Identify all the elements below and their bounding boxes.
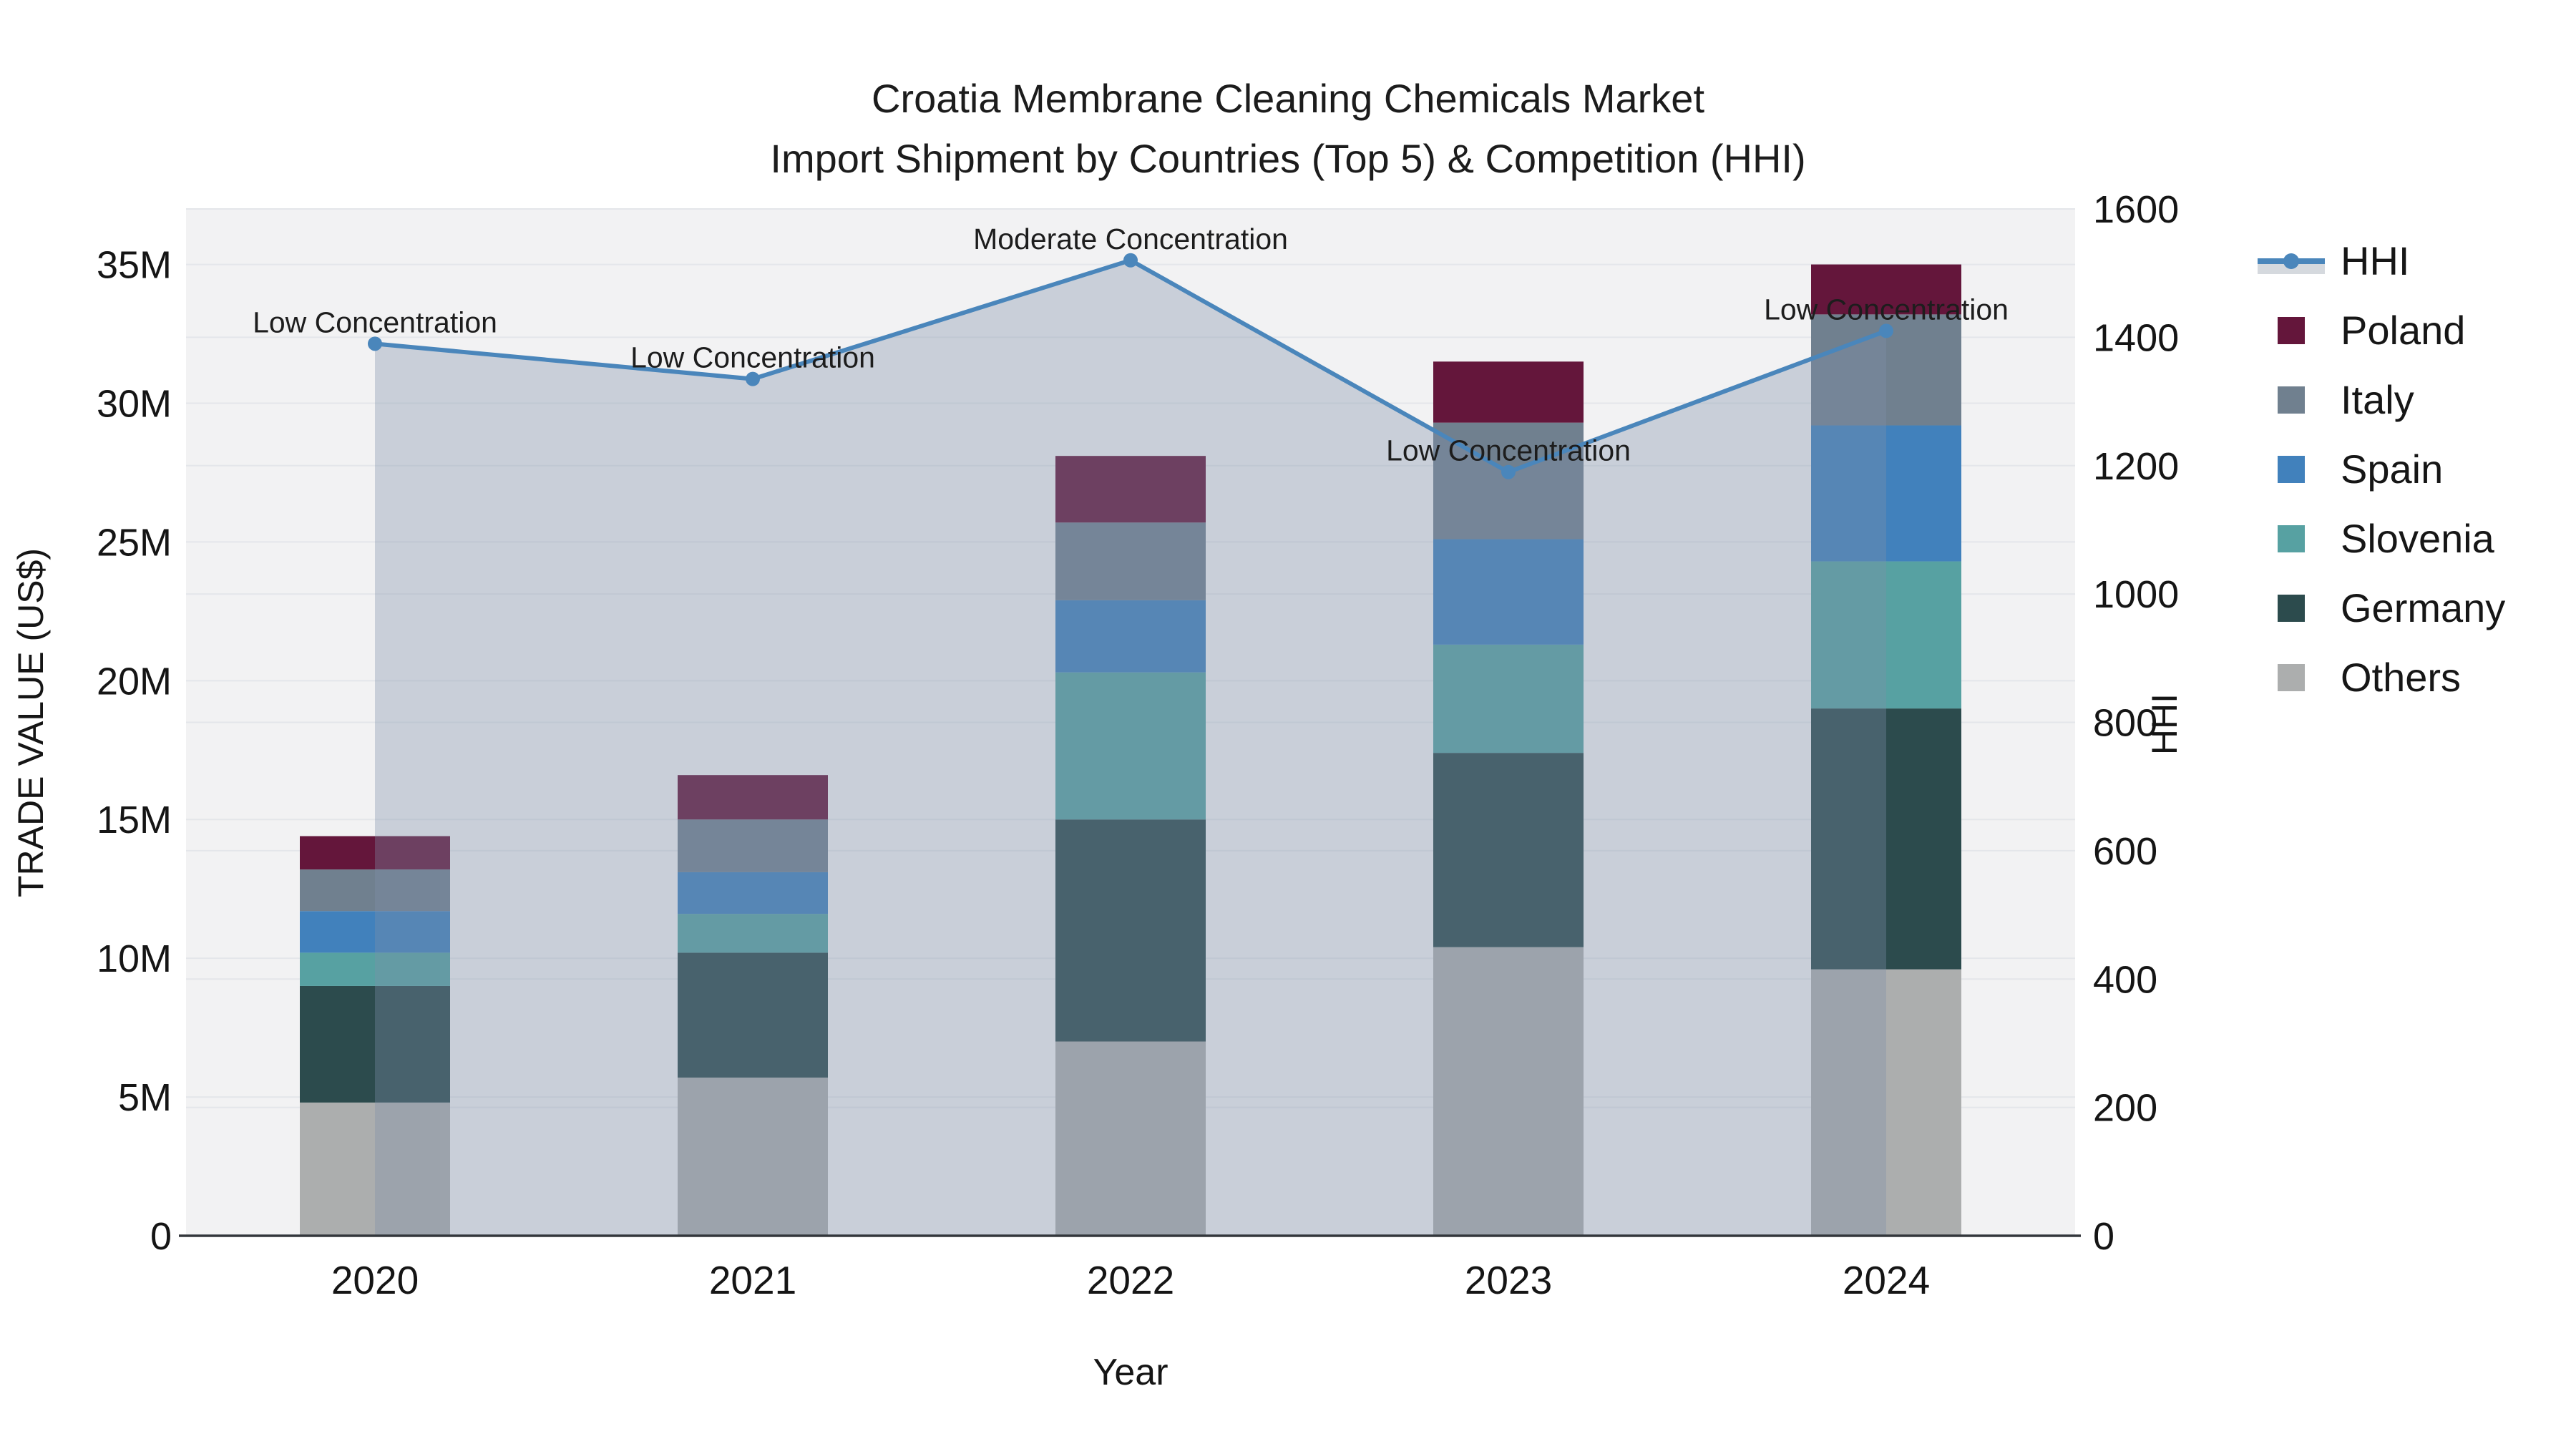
legend-item-slovenia[interactable]: Slovenia (2258, 504, 2505, 573)
annotation-2024: Low Concentration (1764, 293, 2009, 326)
y-right-tick-1000: 1000 (2093, 573, 2179, 616)
bar-segment-italy-2021 (678, 819, 828, 872)
bar-segment-poland-2021 (678, 775, 828, 820)
legend-label: Spain (2341, 447, 2444, 492)
y-left-tick-0: 0 (150, 1215, 172, 1258)
bar-segment-others-2021 (678, 1077, 828, 1236)
legend-item-poland[interactable]: Poland (2258, 296, 2505, 365)
y-right-tick-1400: 1400 (2093, 316, 2179, 359)
legend-item-hhi[interactable]: HHI (2258, 226, 2505, 296)
hhi-marker-2022 (1123, 253, 1138, 268)
hhi-marker-2020 (368, 336, 382, 351)
legend-item-others[interactable]: Others (2258, 643, 2505, 712)
bar-segment-slovenia-2021 (678, 914, 828, 953)
y-left-tick-25M: 25M (97, 521, 172, 564)
y-left-tick-5M: 5M (118, 1076, 172, 1119)
y-right-tick-800: 800 (2093, 702, 2157, 745)
bar-segment-germany-2024 (1811, 708, 1961, 970)
legend-label: Poland (2341, 308, 2466, 353)
bar-segment-slovenia-2024 (1811, 561, 1961, 709)
legend-label: Others (2341, 655, 2462, 700)
y-right-tick-1600: 1600 (2093, 188, 2179, 231)
legend-line-swatch-icon (2258, 245, 2325, 277)
y-right-tick-0: 0 (2093, 1215, 2114, 1258)
legend-swatch-icon (2258, 315, 2325, 346)
bar-segment-italy-2020 (300, 869, 450, 912)
bar-segment-others-2020 (300, 1102, 450, 1236)
annotation-2020: Low Concentration (253, 306, 497, 338)
y-right-tick-600: 600 (2093, 830, 2157, 873)
annotation-2022: Moderate Concentration (973, 223, 1288, 255)
legend-label: Italy (2341, 377, 2414, 422)
bar-segment-poland-2022 (1055, 456, 1206, 523)
chart-title-line1: Croatia Membrane Cleaning Chemicals Mark… (871, 76, 1705, 121)
bar-segment-others-2022 (1055, 1041, 1206, 1236)
x-tick-2021: 2021 (709, 1258, 796, 1302)
y-left-tick-35M: 35M (97, 244, 172, 287)
bar-segment-slovenia-2023 (1433, 644, 1584, 753)
annotation-2021: Low Concentration (630, 341, 875, 374)
legend-item-spain[interactable]: Spain (2258, 434, 2505, 504)
legend-label: Slovenia (2341, 516, 2494, 561)
y-right-tick-200: 200 (2093, 1087, 2157, 1130)
bar-segment-germany-2022 (1055, 819, 1206, 1042)
y-left-tick-30M: 30M (97, 382, 172, 425)
bar-segment-germany-2023 (1433, 753, 1584, 947)
legend-swatch-icon (2258, 454, 2325, 485)
y-right-tick-1200: 1200 (2093, 445, 2179, 488)
chart-title-line2: Import Shipment by Countries (Top 5) & C… (770, 136, 1806, 181)
bar-segment-slovenia-2020 (300, 952, 450, 986)
legend-swatch-icon (2258, 592, 2325, 624)
y-left-axis-title: TRADE VALUE (US$) (11, 548, 51, 897)
bar-segment-slovenia-2022 (1055, 672, 1206, 820)
x-tick-2023: 2023 (1465, 1258, 1552, 1302)
hhi-marker-2024 (1879, 323, 1893, 338)
legend-swatch-icon (2258, 662, 2325, 693)
hhi-marker-2021 (746, 371, 760, 386)
legend: HHI Poland Italy Spain Slovenia Germany Others (2258, 226, 2505, 712)
bar-segment-spain-2024 (1811, 425, 1961, 562)
x-tick-2024: 2024 (1843, 1258, 1930, 1302)
bar-segment-spain-2022 (1055, 600, 1206, 673)
y-left-tick-20M: 20M (97, 660, 172, 703)
legend-label: Germany (2341, 585, 2506, 630)
bar-segment-others-2023 (1433, 947, 1584, 1236)
bar-segment-spain-2020 (300, 911, 450, 953)
bar-segment-germany-2020 (300, 985, 450, 1103)
bar-segment-poland-2020 (300, 836, 450, 870)
chart-title: Croatia Membrane Cleaning Chemicals Mark… (0, 69, 2576, 189)
y-left-tick-10M: 10M (97, 937, 172, 980)
legend-item-italy[interactable]: Italy (2258, 365, 2505, 434)
bar-segment-spain-2021 (678, 872, 828, 914)
bar-segment-italy-2022 (1055, 522, 1206, 600)
x-axis-title: Year (1093, 1352, 1168, 1393)
hhi-marker-2023 (1501, 464, 1516, 479)
legend-swatch-icon (2258, 523, 2325, 555)
x-tick-2020: 2020 (331, 1258, 419, 1302)
annotation-2023: Low Concentration (1386, 434, 1631, 467)
legend-item-germany[interactable]: Germany (2258, 573, 2505, 643)
legend-swatch-icon (2258, 384, 2325, 416)
bar-segment-poland-2024 (1811, 264, 1961, 315)
bar-segment-spain-2023 (1433, 539, 1584, 645)
bar-segment-poland-2023 (1433, 361, 1584, 423)
y-left-tick-15M: 15M (97, 799, 172, 841)
y-right-tick-400: 400 (2093, 958, 2157, 1001)
x-tick-2022: 2022 (1087, 1258, 1174, 1302)
legend-label: HHI (2341, 238, 2410, 283)
hhi-area-fill (375, 260, 1886, 1236)
bar-segment-others-2024 (1811, 969, 1961, 1236)
y-right-axis-title: HHI (2145, 693, 2185, 755)
bar-segment-germany-2021 (678, 952, 828, 1078)
